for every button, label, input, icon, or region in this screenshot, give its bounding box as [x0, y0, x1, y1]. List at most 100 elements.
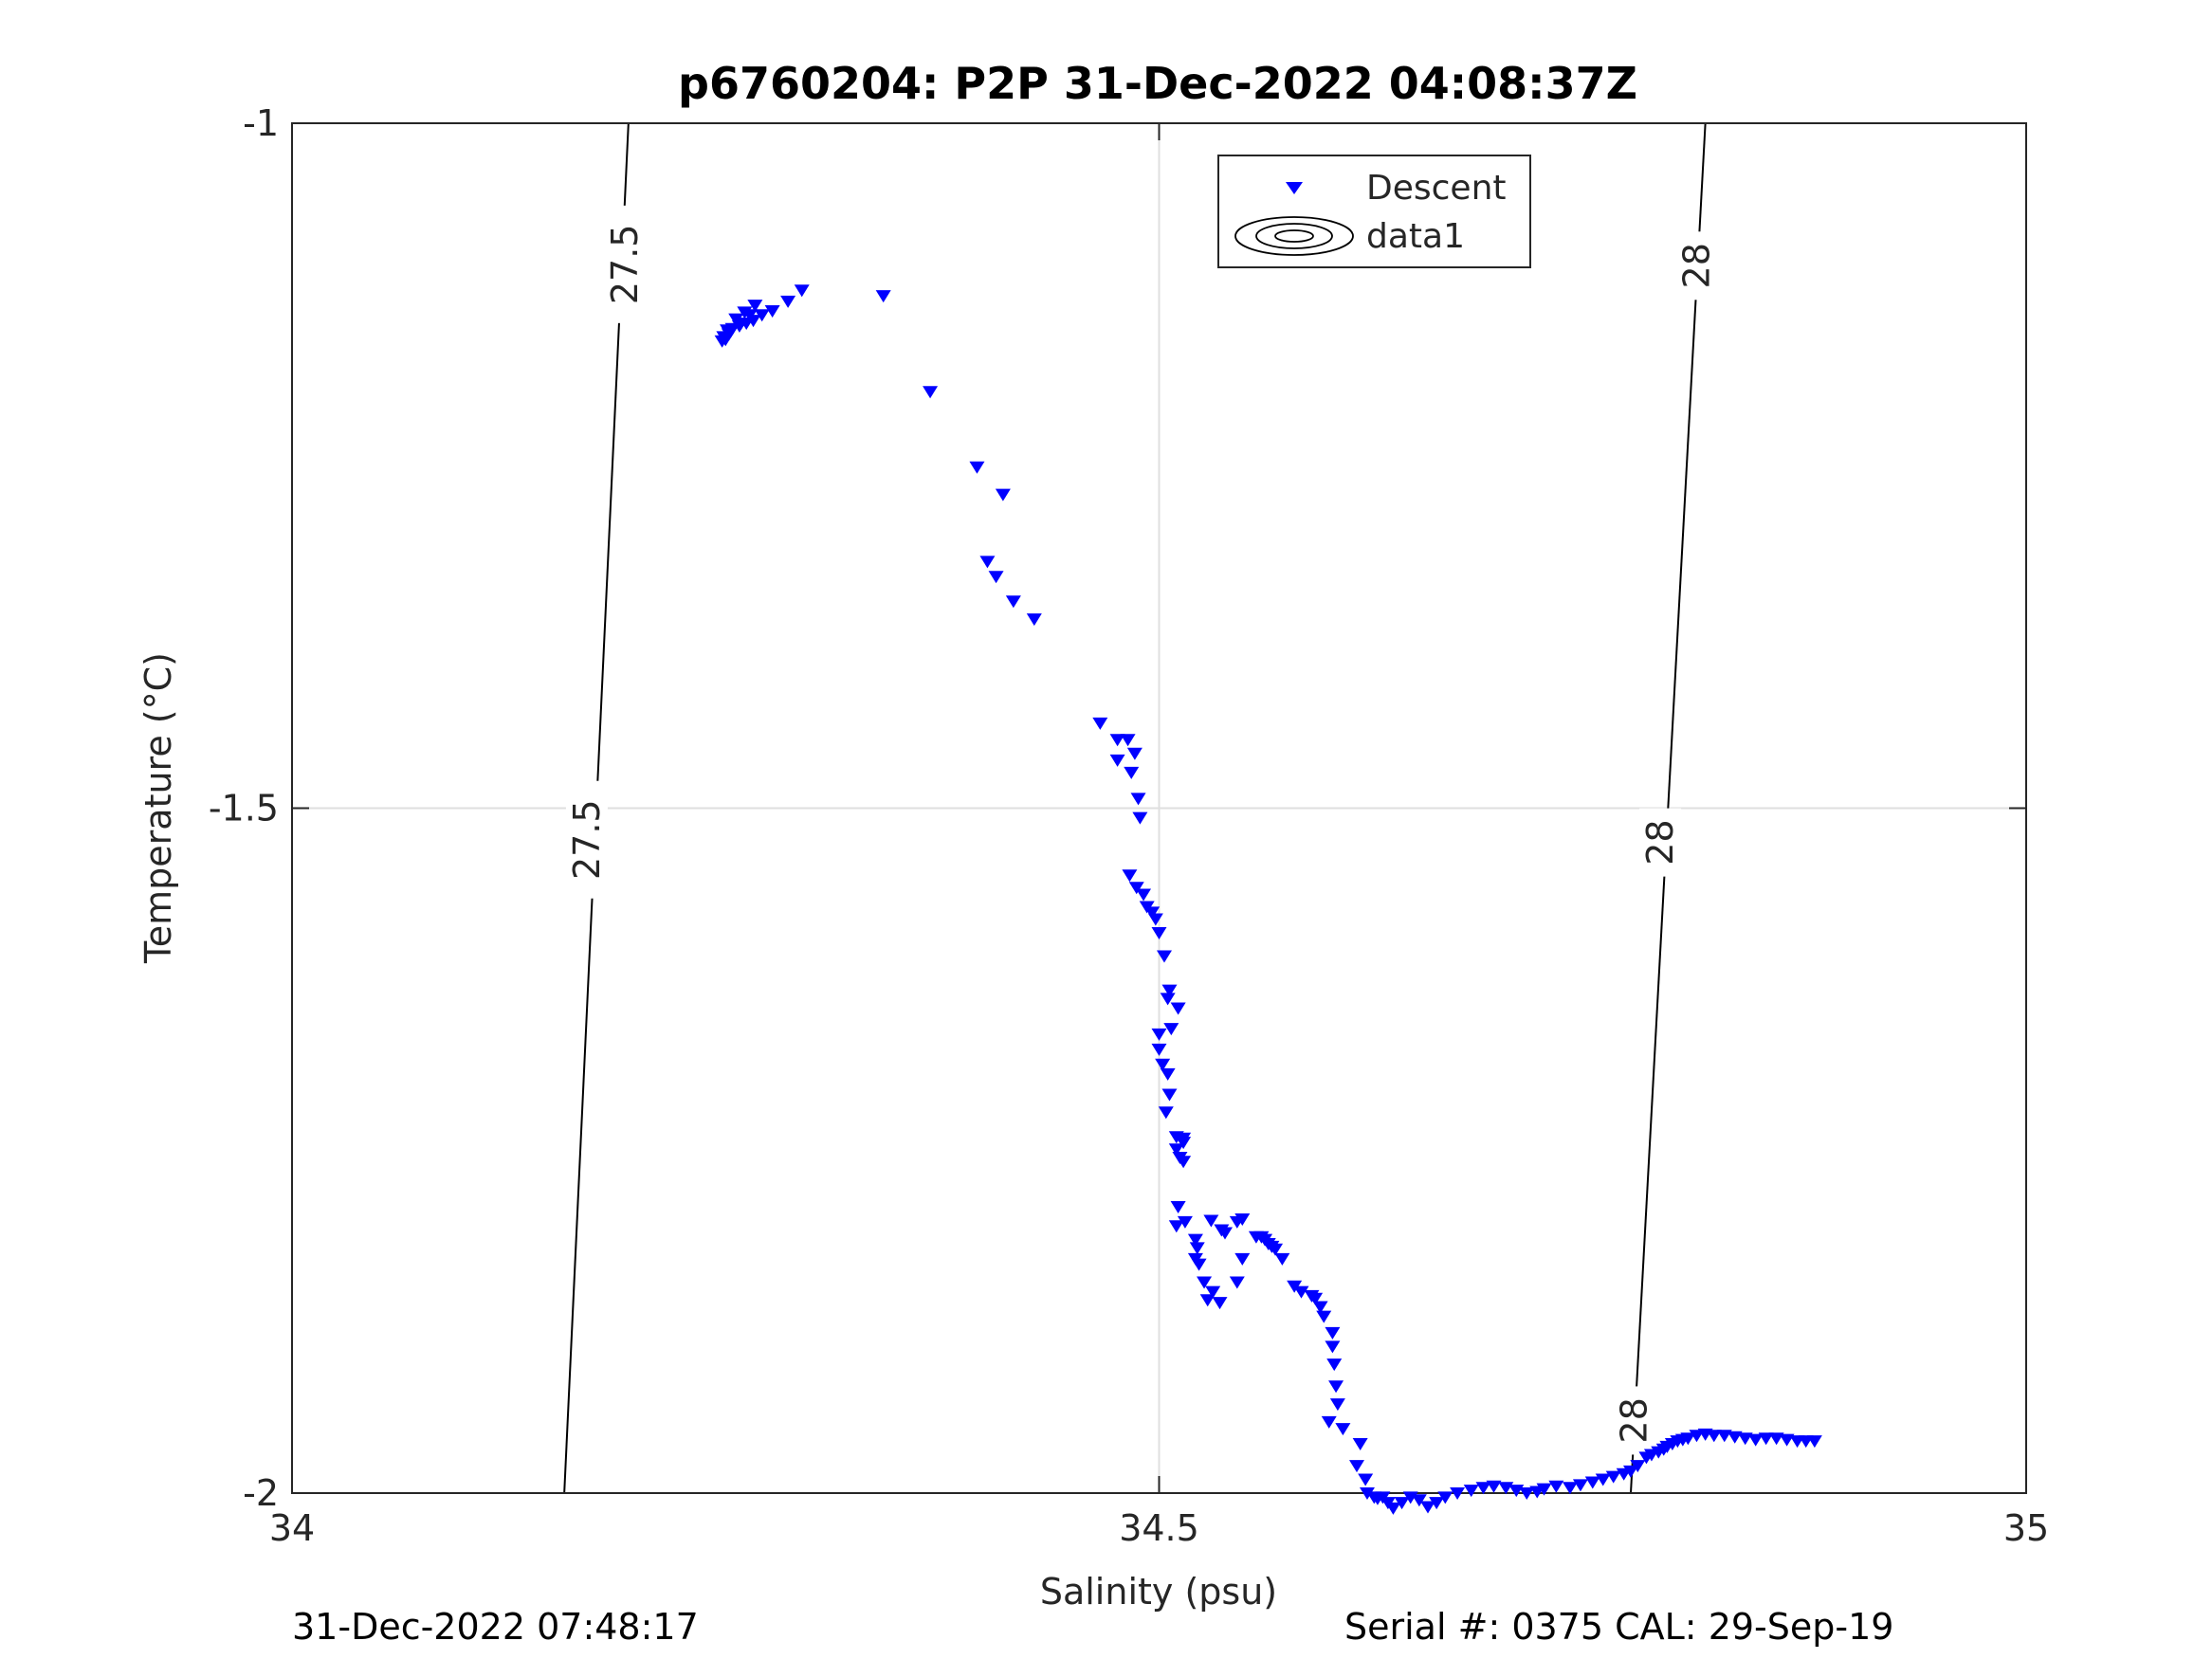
data-point — [1147, 913, 1163, 926]
data-point — [988, 571, 1004, 584]
data-point — [1328, 1380, 1344, 1394]
data-point — [1359, 1487, 1375, 1500]
data-point — [1177, 1215, 1193, 1229]
footer-serial-cal: Serial #: 0375 CAL: 29-Sep-19 — [1344, 1606, 1894, 1648]
data-point — [1806, 1435, 1822, 1449]
descent-series — [714, 284, 1822, 1515]
isopycnal-label: 28 — [1639, 819, 1681, 865]
data-point — [969, 461, 985, 474]
data-point — [1316, 1310, 1332, 1323]
data-point — [1176, 1132, 1192, 1145]
data-point — [764, 304, 780, 318]
data-point — [1293, 1285, 1309, 1299]
data-point — [1536, 1483, 1552, 1496]
data-point — [1358, 1473, 1374, 1486]
isopycnal-label: 28 — [1675, 243, 1717, 288]
data-point — [1411, 1494, 1427, 1507]
data-point — [1326, 1358, 1343, 1372]
data-point — [1349, 1460, 1365, 1473]
data-point — [1124, 766, 1140, 779]
data-point — [1429, 1497, 1445, 1510]
data-point — [1234, 1213, 1251, 1226]
data-point — [1768, 1432, 1784, 1446]
data-point — [1385, 1502, 1401, 1515]
legend-entry-data1: data1 — [1366, 217, 1465, 256]
chart-title: p6760204: P2P 31-Dec-2022 04:08:37Z — [678, 58, 1637, 109]
data-point — [1170, 1200, 1186, 1213]
data-point — [1450, 1487, 1466, 1500]
data-point — [1419, 1501, 1435, 1514]
data-point — [979, 556, 996, 569]
data-point — [1217, 1227, 1234, 1240]
data-point — [1109, 754, 1125, 767]
data-point — [1325, 1340, 1341, 1354]
data-point — [1680, 1432, 1696, 1446]
y-tick-label: -2 — [243, 1472, 279, 1514]
isopycnal-label-bg — [565, 780, 608, 899]
isopycnal-line — [1629, 122, 1707, 1494]
data-point — [1437, 1491, 1453, 1504]
data-point — [716, 331, 732, 344]
data-point — [995, 488, 1011, 501]
data-point — [733, 317, 749, 330]
data-point — [1160, 1067, 1176, 1081]
data-point — [1122, 869, 1138, 883]
data-point — [1151, 926, 1167, 939]
data-point — [1132, 811, 1148, 825]
data-point — [1161, 984, 1178, 997]
data-point — [741, 309, 758, 322]
isopycnal-label-bg — [1639, 808, 1682, 877]
data-point — [1128, 882, 1144, 895]
data-point — [1005, 595, 1021, 609]
data-point — [1584, 1476, 1600, 1489]
data-point — [1548, 1480, 1564, 1493]
x-axis-label: Salinity (psu) — [1040, 1571, 1277, 1613]
isopycnal-label: 28 — [1614, 1397, 1655, 1443]
legend: Descent data1 — [1217, 155, 1531, 268]
data-point — [1727, 1431, 1743, 1444]
legend-contour-icon — [1234, 216, 1354, 256]
data-point — [1572, 1479, 1588, 1492]
isopycnal-label: 27.5 — [566, 799, 608, 880]
isopycnal-label: 27.5 — [604, 225, 646, 305]
data-point — [1212, 1297, 1228, 1310]
data-point — [1234, 1252, 1251, 1266]
data-point — [1312, 1301, 1328, 1314]
x-tick-label: 35 — [2003, 1507, 2049, 1549]
y-tick-label: -1 — [243, 102, 279, 144]
data-point — [1176, 1156, 1192, 1169]
legend-box — [1217, 155, 1531, 268]
data-point — [1737, 1432, 1753, 1446]
data-point — [1325, 1326, 1341, 1340]
data-point — [1605, 1470, 1621, 1484]
axis-ticks: 34 34.5 35 -1 -1.5 -2 — [209, 102, 2049, 1549]
data-point — [1120, 734, 1136, 747]
x-tick-label: 34 — [269, 1507, 315, 1549]
data-point — [1130, 793, 1146, 806]
data-point — [1335, 1423, 1351, 1436]
y-axis-label: Temperature (°C) — [137, 652, 179, 964]
data-point — [1205, 1285, 1221, 1299]
data-point — [1321, 1415, 1337, 1429]
data-point — [1199, 1294, 1216, 1307]
data-point — [1136, 888, 1152, 902]
data-point — [1486, 1480, 1502, 1493]
isopycnal-contours: 27.5 27.5 28 28 28 — [563, 122, 1718, 1494]
data-point — [1189, 1242, 1205, 1255]
data-point — [1758, 1432, 1774, 1446]
data-point — [1156, 950, 1172, 963]
data-point — [1187, 1233, 1203, 1247]
legend-descent-marker-icon — [1286, 182, 1303, 194]
y-tick-label: -1.5 — [209, 788, 279, 830]
data-point — [1274, 1252, 1290, 1266]
data-point — [1352, 1437, 1368, 1450]
data-point — [1329, 1398, 1345, 1412]
data-point — [794, 284, 810, 298]
data-point — [1463, 1485, 1479, 1498]
data-point — [1151, 1028, 1167, 1041]
data-point — [1187, 1252, 1203, 1266]
data-point — [1229, 1276, 1245, 1289]
data-point — [1170, 1002, 1186, 1015]
data-point — [1168, 1143, 1184, 1157]
data-point — [1151, 1043, 1167, 1056]
